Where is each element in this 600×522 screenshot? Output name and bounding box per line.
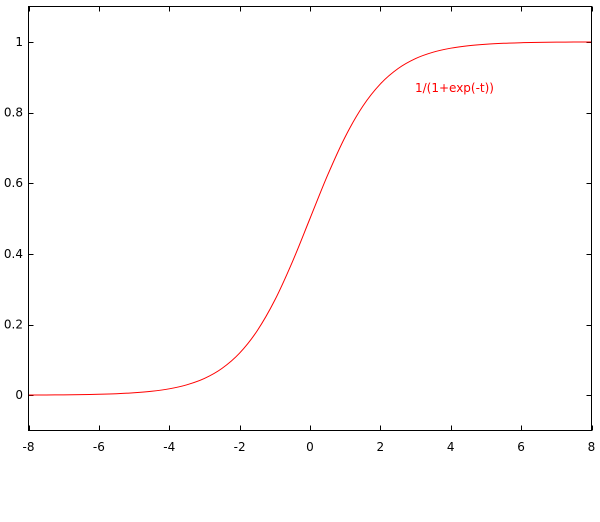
- x-tick-label: 8: [588, 440, 596, 454]
- y-tick-label: 0.6: [4, 176, 23, 190]
- y-tick-label: 1: [15, 35, 23, 49]
- y-tick-label: 0: [15, 388, 23, 402]
- x-tick-label: 6: [517, 440, 525, 454]
- x-tick-label: -8: [23, 440, 35, 454]
- x-tick-label: -4: [163, 440, 175, 454]
- y-tick-labels: 0 0.2 0.4 0.6 0.8 1: [4, 35, 23, 402]
- x-tick-label: 4: [447, 440, 455, 454]
- x-tick-label: 2: [377, 440, 385, 454]
- series-line: [28, 41, 592, 396]
- x-tick-label: 0: [306, 440, 314, 454]
- y-tick-label: 0.4: [4, 247, 23, 261]
- x-tick-labels: -8 -6 -4 -2 0 2 4 6 8: [23, 440, 596, 454]
- y-tick-label: 0.2: [4, 318, 23, 332]
- x-tick-label: -2: [234, 440, 246, 454]
- y-tick-label: 0.8: [4, 106, 23, 120]
- axis-ticks: [28, 6, 593, 431]
- legend-label: 1/(1+exp(-t)): [415, 81, 494, 95]
- x-tick-label: -6: [93, 440, 105, 454]
- plot-frame: [28, 6, 592, 431]
